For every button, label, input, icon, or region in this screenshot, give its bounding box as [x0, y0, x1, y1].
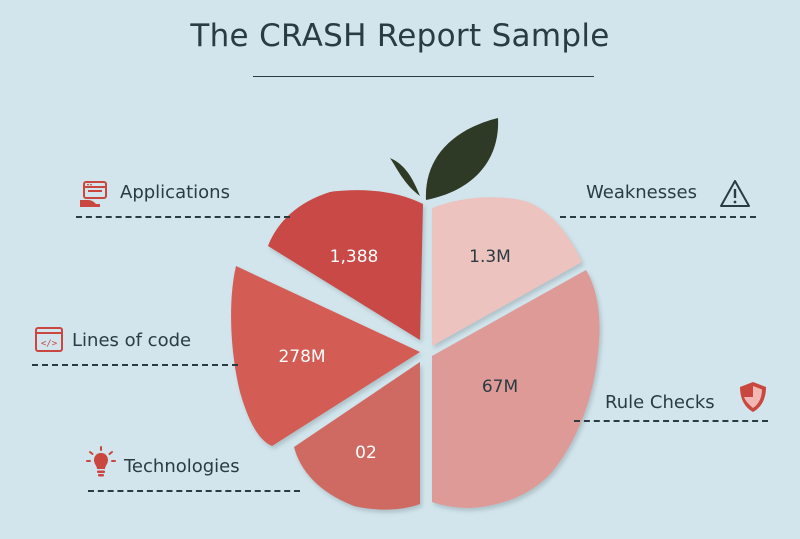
lightbulb-icon	[86, 446, 116, 477]
segment-applications	[268, 190, 423, 340]
leader-rule-checks	[574, 420, 768, 422]
value-lines-of-code: 278M	[278, 347, 325, 367]
svg-text:</>: </>	[41, 339, 58, 349]
segment-weaknesses	[432, 197, 582, 346]
leaf-right	[425, 118, 499, 200]
label-weaknesses: Weaknesses	[586, 182, 697, 203]
leader-lines-of-code	[32, 364, 238, 366]
label-applications: Applications	[120, 182, 230, 203]
segment-lines-of-code	[231, 266, 420, 446]
shield-icon	[740, 382, 766, 412]
label-rule-checks: Rule Checks	[605, 392, 715, 413]
browser-hand-icon	[80, 181, 107, 207]
value-rule-checks: 67M	[482, 377, 518, 397]
segment-technologies	[294, 362, 420, 510]
warning-triangle-icon	[720, 180, 750, 207]
label-technologies: Technologies	[124, 456, 240, 477]
segment-rule-checks	[432, 270, 600, 508]
value-technologies: 02	[355, 443, 377, 463]
leaf-left	[390, 158, 420, 196]
page-title: The CRASH Report Sample	[190, 18, 610, 54]
value-weaknesses: 1.3M	[469, 247, 511, 267]
value-applications: 1,388	[330, 247, 379, 267]
leader-applications	[76, 216, 290, 218]
title-underline	[253, 76, 594, 77]
code-window-icon: </>	[35, 327, 63, 352]
leader-technologies	[88, 490, 300, 492]
leader-weaknesses	[560, 216, 756, 218]
label-lines-of-code: Lines of code	[72, 330, 192, 351]
